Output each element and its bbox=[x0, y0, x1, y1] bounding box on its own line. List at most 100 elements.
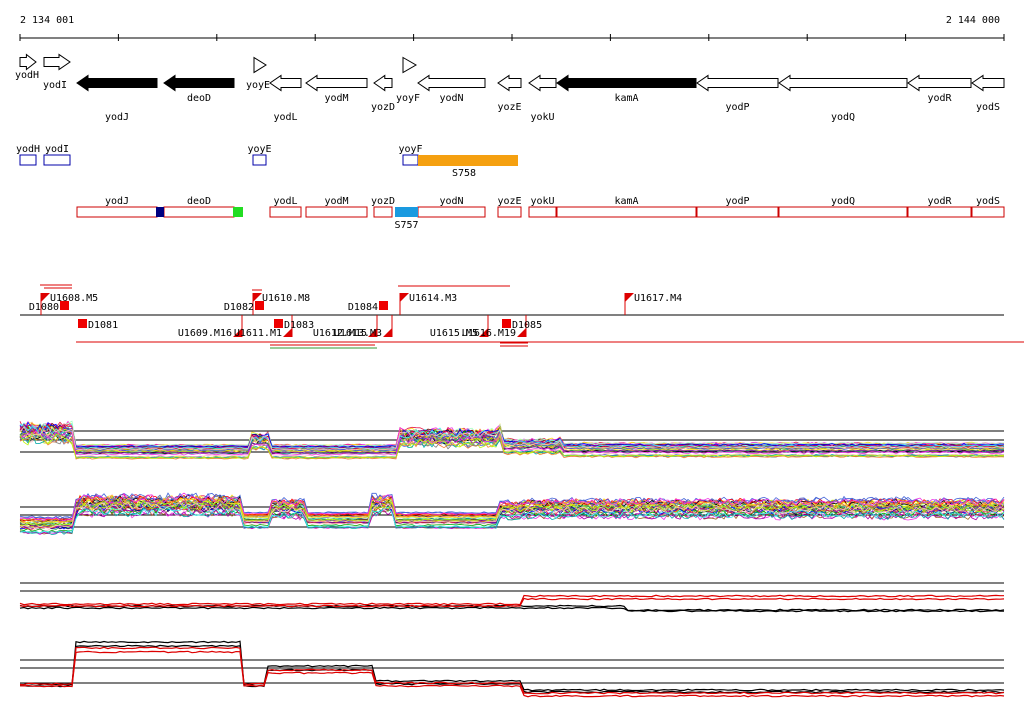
gene-label-yodS: yodS bbox=[976, 102, 1000, 113]
minus-feature-label-yozD: yozD bbox=[371, 196, 395, 207]
tu-marks: D1080 D1082 D1084 D1081 D1083 D1085 bbox=[29, 301, 542, 331]
gene-arrow-yodP bbox=[696, 74, 779, 92]
gene-arrow-kamA bbox=[556, 74, 697, 92]
tu-mark-D1084 bbox=[379, 301, 388, 310]
expression-profiles-minus bbox=[19, 492, 1005, 536]
expression-panel-minus bbox=[19, 492, 1005, 536]
profile-minus-line bbox=[19, 492, 1005, 522]
tu-flag-U1611.M1 bbox=[283, 328, 292, 337]
minus-feature-deoD bbox=[163, 206, 235, 218]
tu-label-U1616.M19: U1616.M19 bbox=[462, 328, 516, 339]
gene-arrow-yodS bbox=[971, 74, 1005, 92]
plus-feature-yodH bbox=[19, 154, 37, 166]
gene-arrow-yodI bbox=[43, 53, 71, 71]
minus-segment-S757 bbox=[395, 207, 418, 217]
tu-label-U1612.M15: U1612.M15 bbox=[313, 328, 367, 339]
gene-arrow-yodH bbox=[19, 53, 37, 71]
ruler-ticks bbox=[19, 34, 1005, 41]
tu-flag-U1617.M4 bbox=[625, 293, 634, 302]
summary-minus-line bbox=[19, 646, 1005, 695]
gene-label-kamA: kamA bbox=[614, 93, 638, 104]
gene-arrow-yodQ bbox=[778, 74, 908, 92]
minus-feature-yodL bbox=[269, 206, 302, 218]
gene-label-yodN: yodN bbox=[439, 93, 463, 104]
summary-minus-line bbox=[19, 644, 1005, 694]
profile-minus-line bbox=[19, 501, 1005, 529]
gene-label-yodJ: yodJ bbox=[105, 112, 129, 123]
tu-label-U1610.M8: U1610.M8 bbox=[262, 293, 310, 304]
gene-label-yozD: yozD bbox=[371, 102, 395, 113]
gene-arrow-yokU bbox=[528, 74, 557, 92]
gene-arrow-yozE bbox=[497, 74, 522, 92]
transcription-unit-track: U1608.M5 U1610.M8 U1614.M3 U1617.M4 U1609.M… bbox=[20, 284, 1024, 349]
gene-arrow-yodJ bbox=[76, 74, 158, 92]
minus-feature-label-yodN: yodN bbox=[439, 196, 463, 207]
ruler-end-label: 2 144 000 bbox=[946, 15, 1000, 26]
plus-feature-yoyE bbox=[252, 154, 267, 166]
gene-arrow-yodN bbox=[417, 74, 486, 92]
summary-profiles-plus bbox=[19, 594, 1005, 613]
minus-feature-yodM bbox=[305, 206, 368, 218]
gene-arrow-yoyE bbox=[253, 56, 267, 74]
tu-upper-units: U1608.M5 U1610.M8 U1614.M3 U1617.M4 bbox=[40, 293, 682, 315]
profile-plus-line bbox=[19, 423, 1005, 449]
tu-label-U1609.M16: U1609.M16 bbox=[178, 328, 232, 339]
tu-flag-U1613.M3 bbox=[383, 328, 392, 337]
gene-label-yoyF: yoyF bbox=[396, 93, 420, 104]
tu-label-U1615.M5: U1615.M5 bbox=[430, 328, 478, 339]
minus-feature-yodS bbox=[971, 206, 1005, 218]
tu-flag-U1616.M19 bbox=[517, 328, 526, 337]
tu-flag-U1610.M8 bbox=[253, 293, 262, 302]
tu-mark-label-D1084: D1084 bbox=[348, 302, 378, 313]
minus-feature-label-yodR: yodR bbox=[927, 196, 952, 207]
plus-feature-label-yodH: yodH bbox=[16, 144, 40, 155]
profile-plus-line bbox=[19, 430, 1005, 456]
tu-mark-D1083 bbox=[274, 319, 283, 328]
tu-label-U1617.M4: U1617.M4 bbox=[634, 293, 682, 304]
tu-span-lines bbox=[40, 284, 1024, 349]
gene-arrow-yoyF bbox=[402, 56, 418, 74]
gene-label-yodI: yodI bbox=[43, 80, 67, 91]
summary-profiles-minus bbox=[19, 640, 1005, 698]
minus-feature-label-yodJ: yodJ bbox=[105, 196, 129, 207]
ruler-start-label: 2 134 001 bbox=[20, 15, 74, 26]
minus-feature-label-yodP: yodP bbox=[725, 196, 749, 207]
summary-panel-minus bbox=[19, 640, 1005, 698]
gene-label-yodH: yodH bbox=[15, 70, 39, 81]
minus-segment-label-S757: S757 bbox=[394, 220, 418, 231]
gene-arrow-deoD bbox=[163, 74, 235, 92]
gene-arrow-yodR bbox=[907, 74, 972, 92]
gene-label-yodM: yodM bbox=[324, 93, 348, 104]
plus-feature-yoyF bbox=[402, 154, 419, 166]
minus-feature-label-yodM: yodM bbox=[324, 196, 348, 207]
tu-flag-U1614.M3 bbox=[400, 293, 409, 302]
minus-feature-yodN bbox=[417, 206, 486, 218]
tu-flag-U1609.M16 bbox=[233, 328, 242, 337]
coordinate-ruler: 2 134 001 2 144 000 bbox=[19, 15, 1005, 41]
tu-label-U1608.M5: U1608.M5 bbox=[50, 293, 98, 304]
tu-mark-label-D1085: D1085 bbox=[512, 320, 542, 331]
expression-panel-plus bbox=[19, 420, 1005, 460]
minus-feature-yodJ bbox=[76, 206, 158, 218]
minus-strand-track: yodJ deoD yodL yodM yozD yodN yozE yokU kamA yodP… bbox=[76, 196, 1005, 231]
gene-label-yodR: yodR bbox=[927, 93, 952, 104]
summary-minus-line bbox=[20, 640, 1005, 692]
gene-label-yokU: yokU bbox=[530, 112, 554, 123]
gene-label-yozE: yozE bbox=[497, 102, 521, 113]
minus-feature-label-yodS: yodS bbox=[976, 196, 1000, 207]
minus-feature-yozD bbox=[373, 206, 393, 218]
plus-strand-track: yodH yodI yoyE yoyF S758 bbox=[16, 144, 518, 179]
minus-feature-label-yozE: yozE bbox=[497, 196, 521, 207]
profile-minus-line bbox=[20, 499, 1005, 528]
summary-plus-line bbox=[19, 594, 1004, 606]
minus-feature-yokU bbox=[528, 206, 557, 218]
summary-minus-line bbox=[19, 650, 1005, 698]
minus-marker bbox=[156, 207, 164, 217]
profile-plus-line bbox=[19, 426, 1005, 451]
tu-mark-label-D1083: D1083 bbox=[284, 320, 314, 331]
summary-panel-plus bbox=[19, 582, 1005, 613]
tu-mark-D1082 bbox=[255, 301, 264, 310]
tu-mark-D1081 bbox=[78, 319, 87, 328]
